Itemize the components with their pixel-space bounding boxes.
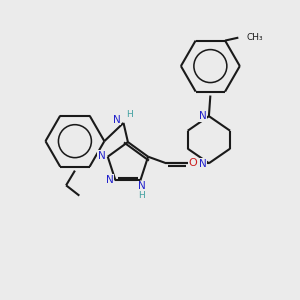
Text: N: N (199, 159, 206, 169)
Text: N: N (98, 151, 106, 161)
Text: N: N (199, 111, 206, 121)
Text: H: H (126, 110, 133, 119)
Text: N: N (106, 175, 113, 184)
Text: O: O (188, 158, 197, 168)
Text: H: H (139, 190, 145, 200)
Text: N: N (113, 115, 121, 125)
Text: CH₃: CH₃ (247, 33, 263, 42)
Text: N: N (138, 181, 146, 191)
